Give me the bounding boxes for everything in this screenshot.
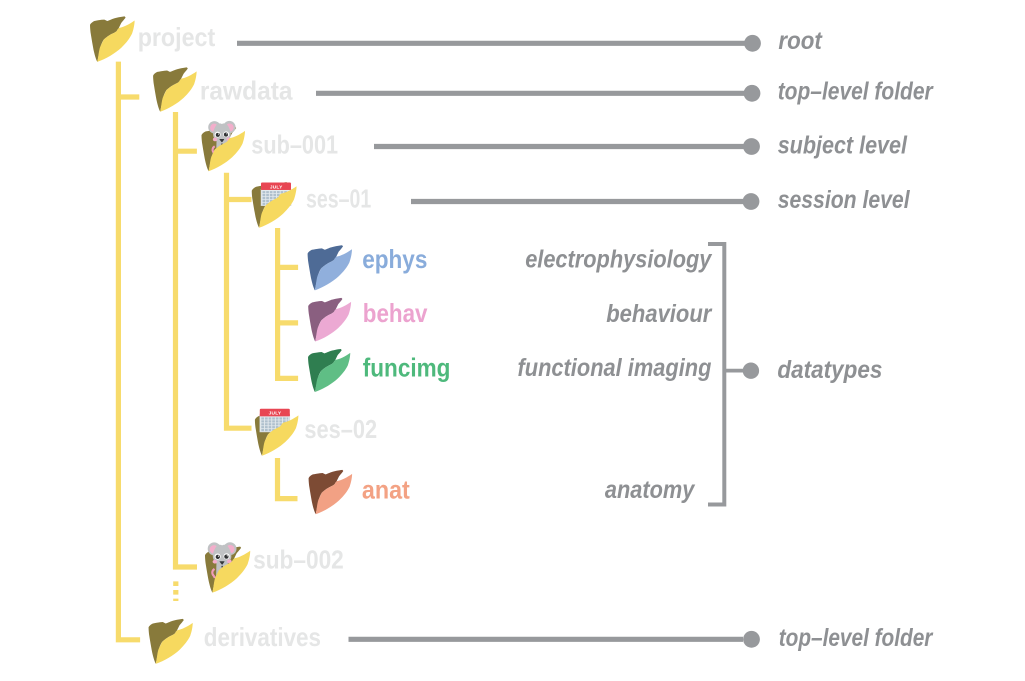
svg-text:funcimg: funcimg: [363, 352, 451, 382]
svg-text:root: root: [778, 27, 823, 55]
svg-text:ses–01: ses–01: [306, 184, 371, 214]
svg-text:electrophysiology: electrophysiology: [525, 246, 712, 274]
svg-text:subject level: subject level: [778, 132, 908, 160]
svg-text:top–level folder: top–level folder: [778, 78, 934, 106]
svg-text:top–level folder: top–level folder: [779, 624, 934, 652]
svg-text:session level: session level: [778, 186, 911, 214]
svg-text:behaviour: behaviour: [606, 300, 712, 328]
svg-text:ephys: ephys: [362, 244, 427, 274]
svg-text:ses–02: ses–02: [304, 414, 377, 444]
svg-text:rawdata: rawdata: [200, 75, 293, 105]
svg-text:anat: anat: [362, 474, 410, 504]
svg-text:functional imaging: functional imaging: [518, 354, 712, 382]
svg-text:sub–002: sub–002: [253, 544, 344, 574]
svg-text:datatypes: datatypes: [777, 356, 882, 384]
svg-text:derivatives: derivatives: [204, 622, 321, 652]
svg-text:sub–001: sub–001: [251, 129, 338, 159]
svg-text:anatomy: anatomy: [605, 476, 695, 504]
svg-text:project: project: [138, 22, 216, 52]
svg-text:behav: behav: [363, 298, 428, 328]
